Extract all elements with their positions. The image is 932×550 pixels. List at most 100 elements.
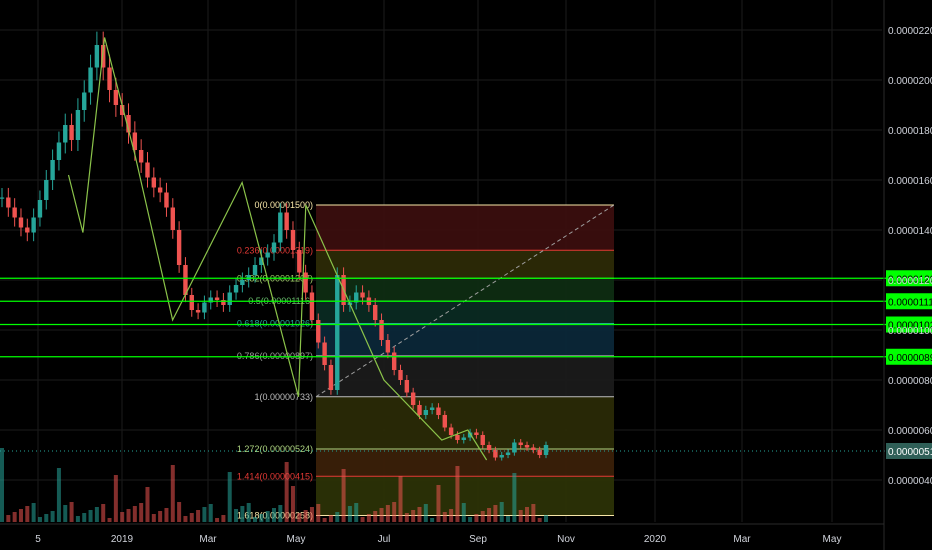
- price-tick-label: 0.00002000: [888, 76, 932, 87]
- horizontal-levels[interactable]: 0.00001207 0.00001115 0.00001022 0.00000893: [0, 270, 932, 365]
- volume-bar: [246, 503, 251, 522]
- volume-bar: [499, 502, 504, 522]
- candle-body: [164, 192, 169, 208]
- volume-bar: [158, 511, 163, 522]
- candle-body: [101, 45, 106, 68]
- volume-bar: [126, 509, 131, 522]
- time-tick-label: 5: [35, 534, 41, 545]
- candle-body: [404, 380, 410, 393]
- level-price-tag[interactable]: [886, 316, 932, 333]
- volume-bar: [234, 509, 239, 522]
- candle-body: [113, 90, 119, 105]
- candle-body: [6, 197, 11, 208]
- volume-bar: [544, 515, 548, 522]
- candle-body: [221, 300, 226, 305]
- volume-bar: [101, 504, 106, 522]
- candle-body: [44, 180, 49, 200]
- candle-body: [493, 450, 498, 458]
- candle-body: [183, 265, 188, 295]
- level-price-tag[interactable]: [886, 348, 932, 365]
- volume-bar: [373, 511, 378, 522]
- volume-bar: [75, 516, 80, 522]
- volume-bar: [202, 507, 207, 522]
- fibonacci-retracement[interactable]: 0(0.00001500)0.236(0.00001319)0.382(0.00…: [237, 200, 615, 521]
- volume-bar: [132, 506, 137, 522]
- volume-bar: [227, 472, 232, 522]
- volume-bar: [196, 510, 201, 522]
- volume-bar: [297, 513, 302, 522]
- candle-body: [322, 342, 327, 365]
- volume-bar: [164, 508, 169, 522]
- time-tick-label: Sep: [469, 534, 487, 545]
- candle-body: [75, 110, 81, 140]
- volume-bar: [474, 514, 479, 522]
- price-axis[interactable]: 0.00000400 0.00000600 0.00000800 0.00001000…: [883, 0, 932, 550]
- price-tick-label: 0.00000800: [888, 376, 932, 387]
- candle-body: [157, 187, 163, 193]
- volume-bar: [44, 514, 49, 522]
- time-axis[interactable]: 5 2019 Mar May Jul Sep Nov 2020 Mar May: [0, 523, 884, 545]
- volume-bar: [461, 503, 466, 522]
- price-tick-label: 0.00002200: [888, 26, 932, 37]
- candle-body: [398, 370, 403, 380]
- candle-body: [63, 125, 68, 143]
- candle-body: [252, 265, 258, 275]
- volume-bar: [449, 509, 454, 522]
- zigzag-line[interactable]: [67, 37, 488, 461]
- volume-bar: [278, 505, 283, 522]
- fib-zone: [316, 301, 614, 324]
- candle-body: [512, 442, 517, 453]
- volume-bar: [537, 518, 542, 522]
- volume-bar: [404, 513, 409, 522]
- candle-body: [455, 435, 460, 440]
- volume-bar: [335, 512, 340, 522]
- volume-bar: [265, 511, 270, 522]
- zigzag-pattern[interactable]: [67, 37, 488, 461]
- volume-bar: [284, 462, 289, 522]
- volume-bars: [0, 448, 548, 522]
- candle-body: [202, 302, 207, 313]
- volume-bar: [398, 476, 403, 522]
- candle-body: [69, 125, 74, 140]
- price-tick-label: 0.00001600: [888, 176, 932, 187]
- candle-body: [486, 445, 492, 450]
- time-tick-label: May: [823, 534, 842, 545]
- volume-bar: [366, 514, 371, 522]
- volume-bar: [436, 485, 441, 522]
- volume-bar: [385, 505, 390, 522]
- price-tick-label: 0.00001200: [888, 276, 932, 287]
- volume-bar: [259, 514, 264, 522]
- volume-bar: [37, 517, 42, 522]
- price-tick-label: 0.00001800: [888, 126, 932, 137]
- candle-body: [227, 292, 232, 305]
- volume-bar: [170, 465, 175, 522]
- volume-bar: [531, 504, 536, 522]
- volume-bar: [493, 505, 498, 522]
- fib-zone: [316, 250, 614, 279]
- candle-body: [138, 150, 144, 163]
- volume-bar: [177, 502, 182, 522]
- volume-bar: [189, 513, 194, 522]
- candle-body: [360, 292, 365, 298]
- level-price-tag[interactable]: [886, 270, 932, 287]
- candle-body: [214, 297, 220, 300]
- candle-body: [531, 447, 536, 450]
- candle-body: [50, 160, 55, 180]
- time-tick-label: Jul: [378, 534, 391, 545]
- volume-bar: [69, 502, 74, 522]
- volume-bar: [360, 517, 365, 522]
- candle-body: [417, 405, 422, 415]
- candle-body: [448, 427, 454, 435]
- candle-body: [259, 257, 264, 265]
- candle-body: [316, 320, 321, 343]
- fib-zone: [316, 278, 614, 301]
- volume-bar: [347, 506, 352, 522]
- candle-body: [524, 445, 530, 448]
- level-price-tag[interactable]: [886, 293, 932, 310]
- volume-bar: [63, 505, 68, 522]
- candle-body: [505, 452, 511, 455]
- fib-level-label: 1.272(0.00000524): [237, 444, 313, 454]
- volume-bar: [290, 486, 295, 522]
- volume-bar: [423, 504, 428, 522]
